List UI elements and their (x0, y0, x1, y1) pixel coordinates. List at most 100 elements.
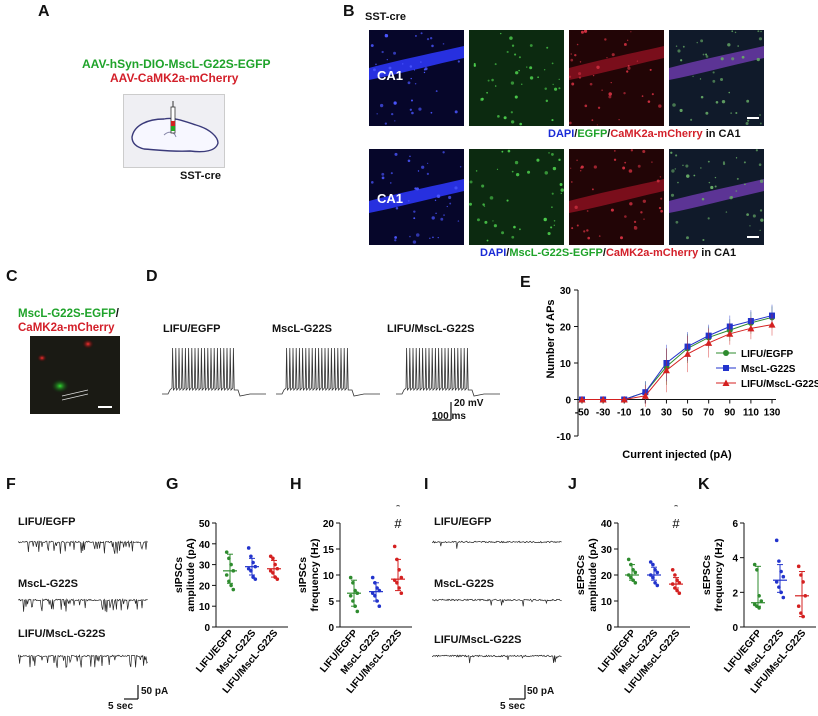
e-legend-label: MscL-G22S (741, 364, 796, 375)
y-tick-label: 0 (606, 623, 612, 634)
data-point (651, 562, 655, 567)
dapi-channel (369, 149, 464, 245)
data-point (353, 588, 357, 593)
data-point (755, 568, 759, 572)
panel-f-scale-x: 5 sec (108, 701, 134, 712)
data-point (670, 568, 675, 572)
d-trace-1 (162, 347, 266, 397)
e-legend-label: LIFU/MscL-G22S (741, 379, 818, 390)
d-trace-2 (276, 347, 380, 397)
panel-c-egfp: MscL-G22S-EGFP (18, 308, 116, 320)
y-tick-label: 30 (601, 545, 613, 556)
data-point (655, 583, 660, 588)
data-point (774, 538, 779, 543)
data-point (377, 604, 382, 608)
data-point (227, 556, 231, 561)
c-green-cell (51, 379, 69, 393)
e-y-tick-label: 30 (560, 286, 572, 297)
panel-d-group-1: LIFU/EGFP (163, 323, 221, 335)
y-tick-label: 15 (323, 545, 335, 556)
panel-f-scalebar (124, 685, 139, 700)
y-tick-label: 20 (199, 581, 211, 592)
panel-label-a: A (38, 3, 50, 20)
y-tick-label: 0 (328, 623, 334, 634)
panel-label-j: J (568, 476, 577, 493)
data-point (655, 570, 660, 575)
e-y-tick-label: 0 (565, 396, 571, 407)
data-point (774, 580, 779, 584)
micrograph-row-2: CA1 (369, 149, 764, 250)
panel-label-c: C (6, 268, 18, 285)
y-axis-label: frequency (Hz) (309, 539, 321, 612)
data-point (799, 573, 803, 577)
e-point-3 (662, 366, 670, 374)
data-point (675, 588, 679, 593)
e-legend-marker (722, 379, 730, 386)
f-trace-1 (18, 540, 148, 554)
e-x-tick-label: 30 (661, 408, 673, 419)
data-point (677, 581, 682, 585)
e-series-line-3 (582, 324, 773, 400)
brain-schematic (123, 94, 225, 168)
c-red-cell (37, 354, 47, 362)
y-axis-label: sIPSCs (173, 557, 185, 593)
e-point-3 (684, 350, 692, 357)
significance-mark: # (672, 516, 680, 531)
data-point (249, 569, 253, 573)
data-point (653, 568, 657, 572)
caption-row-1: DAPI/EGFP/CaMK2a-mCherry in CA1 (548, 128, 741, 140)
mcherry-channel (569, 149, 664, 245)
y-tick-label: 40 (199, 540, 211, 551)
c-red-cell (82, 339, 94, 349)
data-point (670, 582, 675, 586)
f-trace-2 (18, 598, 148, 613)
e-x-tick-label: -50 (575, 408, 590, 419)
data-point (629, 562, 633, 567)
data-point (648, 560, 653, 564)
panel-label-e: E (520, 274, 531, 291)
panel-i-group-2: MscL-G22S (434, 578, 494, 590)
caption-sep: / (506, 247, 510, 259)
caption-dapi: DAPI (548, 128, 575, 140)
chart-e: -10 0 10 20 30 -50 -30 -10 10 30 50 70 90 110 130 Numbe… (545, 286, 818, 461)
significance-mark: # (394, 516, 402, 531)
data-point (271, 556, 275, 561)
panel-i-scalebar (509, 685, 526, 700)
data-point (626, 557, 631, 562)
panel-c-micrograph (30, 336, 120, 414)
panel-d-group-2: MscL-G22S (272, 323, 332, 335)
needle-red-fill (171, 121, 175, 126)
data-point (348, 594, 353, 598)
y-tick-label: 10 (601, 597, 613, 608)
f-trace-3 (18, 654, 148, 668)
panel-d-scale-v: 20 mV (454, 398, 484, 409)
caption-mcherry: CaMK2a-mCherry (605, 247, 699, 259)
data-point (224, 550, 229, 554)
e-x-tick-label: 90 (724, 408, 736, 419)
caption-dapi: DAPI (480, 247, 507, 259)
e-x-tick-label: 70 (703, 408, 715, 419)
y-tick-label: 5 (328, 597, 334, 608)
panel-d-traces (162, 347, 500, 421)
e-point-3 (641, 392, 649, 399)
panel-b-title: SST-cre (365, 11, 406, 23)
data-point (231, 569, 236, 573)
panel-i-scale-x: 5 sec (500, 701, 526, 712)
i-trace-3 (432, 654, 562, 664)
y-tick-label: 2 (732, 588, 738, 599)
panel-label-k: K (698, 476, 710, 493)
data-point (399, 591, 404, 595)
micrograph-row-svg (369, 29, 764, 126)
data-point (249, 554, 253, 559)
data-point (653, 581, 657, 585)
y-axis-label: sEPSCs (575, 555, 587, 595)
y-axis-label: sEPSCs (701, 555, 713, 595)
panel-label-i: I (424, 476, 429, 493)
panel-f-scale-y: 50 pA (141, 686, 169, 697)
y-tick-label: 20 (601, 571, 613, 582)
data-point (377, 588, 382, 593)
y-axis-label: amplitude (pA) (185, 538, 197, 612)
panel-i-group-3: LIFU/MscL-G22S (434, 634, 522, 646)
e-point-3 (705, 339, 713, 346)
